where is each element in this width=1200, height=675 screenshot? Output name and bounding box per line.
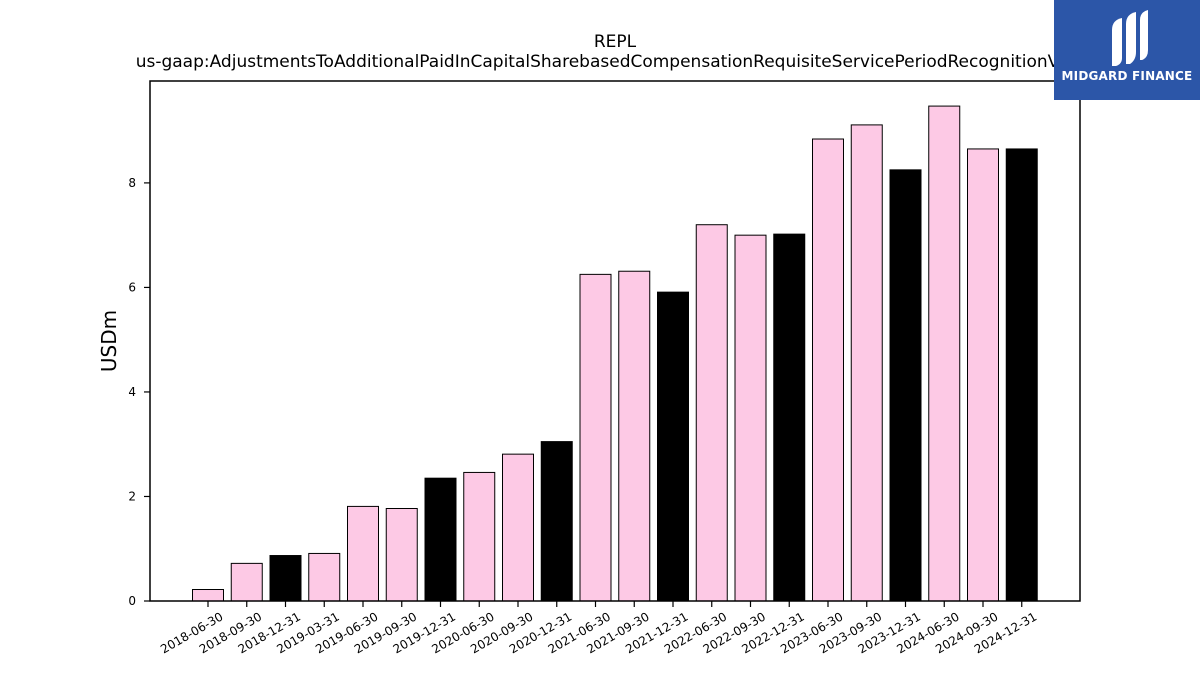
bar-2021-12-31 [657,291,689,602]
bar-2020-09-30 [502,453,534,602]
y-tick-label: 8 [128,176,136,190]
y-tick-label: 6 [128,280,136,294]
y-tick-label: 4 [128,385,136,399]
bar-2019-06-30 [347,505,379,602]
bar-2024-12-31 [1005,148,1038,602]
y-axis: 0 2 4 6 8 [128,176,150,608]
bar-2023-06-30 [812,138,844,602]
bar-2023-09-30 [850,124,883,602]
chart-subtitle: us-gaap:AdjustmentsToAdditionalPaidInCap… [135,52,1095,72]
midgard-logo-icon [1112,10,1148,66]
bar-2020-12-31 [540,441,573,602]
bar-2024-06-30 [928,105,961,602]
bar-2019-12-31 [424,477,457,602]
bar-2022-06-30 [695,224,728,602]
chart-title: REPL [593,32,637,52]
bars-group [192,105,1038,602]
y-tick-label: 0 [128,594,136,608]
bar-2022-09-30 [734,234,767,602]
y-axis-label: USDm [97,310,121,372]
y-tick-label: 2 [128,489,136,503]
bar-2024-09-30 [967,148,999,602]
logo-text: MIDGARD FINANCE [1061,69,1193,83]
brand-logo: MIDGARD FINANCE [1054,0,1200,100]
bar-2021-06-30 [579,273,612,602]
bar-2019-09-30 [385,507,418,602]
bar-2019-03-31 [308,552,341,602]
bar-2018-06-30 [192,589,224,602]
x-axis: 2018-06-302018-09-302018-12-312019-03-31… [158,601,1039,656]
plot-frame [149,80,1081,602]
bar-2022-12-31 [773,233,806,602]
bar-2018-09-30 [230,562,263,602]
bar-2020-06-30 [463,471,496,602]
bar-2018-12-31 [269,555,302,602]
bar-2023-12-31 [889,169,922,602]
bar-2021-09-30 [618,270,651,602]
